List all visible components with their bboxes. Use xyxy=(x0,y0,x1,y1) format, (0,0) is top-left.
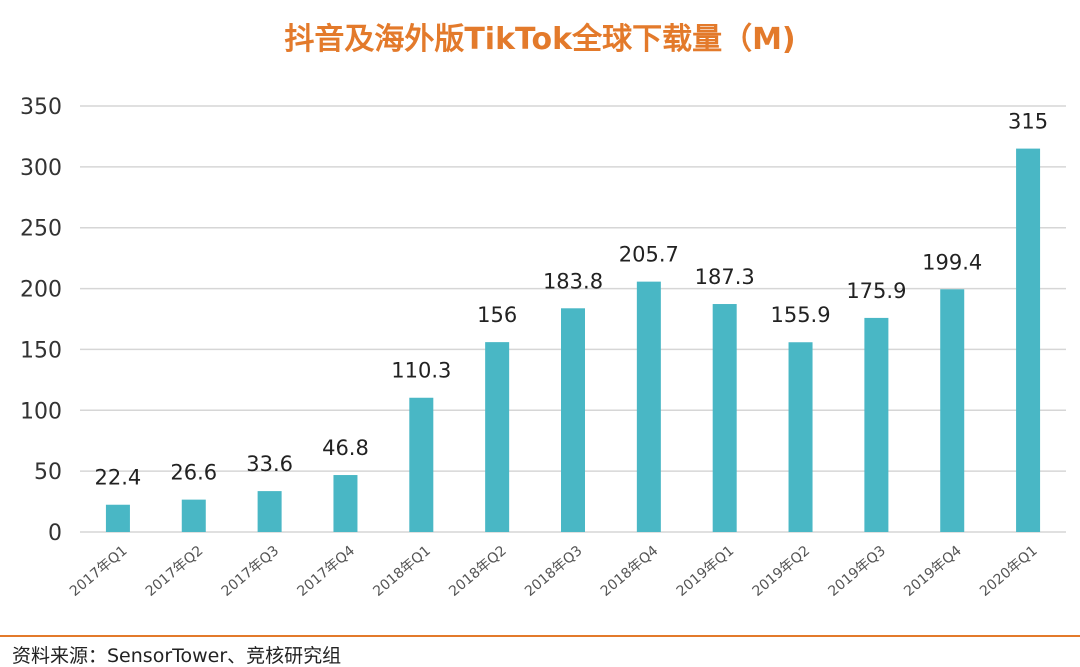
bar xyxy=(1016,148,1041,532)
y-tick-label: 300 xyxy=(20,156,62,181)
bar xyxy=(864,317,889,532)
data-label: 315 xyxy=(1008,110,1048,134)
data-label: 205.7 xyxy=(619,243,679,267)
x-tick-label: 2019年Q2 xyxy=(750,543,814,600)
bar xyxy=(105,504,130,532)
y-tick-label: 0 xyxy=(48,521,62,546)
bar xyxy=(333,475,358,532)
y-tick-label: 350 xyxy=(20,95,62,120)
y-tick-label: 150 xyxy=(20,338,62,363)
x-tick-label: 2018年Q3 xyxy=(522,543,586,600)
bar xyxy=(712,304,737,532)
y-axis-ticks: 0 50 100 150 200 250 300 350 xyxy=(20,95,62,546)
y-tick-label: 250 xyxy=(20,217,62,242)
data-label: 33.6 xyxy=(246,452,293,476)
bar xyxy=(636,281,661,532)
data-label: 187.3 xyxy=(695,265,755,289)
data-label: 155.9 xyxy=(770,303,830,327)
y-tick-label: 50 xyxy=(34,460,62,485)
bar xyxy=(181,499,206,532)
data-label: 110.3 xyxy=(391,359,451,383)
x-tick-label: 2019年Q1 xyxy=(674,543,738,600)
chart-title: 抖音及海外版TikTok全球下载量（M) xyxy=(284,22,795,57)
source-note: 资料来源：SensorTower、竞核研究组 xyxy=(12,645,341,667)
data-label: 175.9 xyxy=(846,279,906,303)
x-axis-ticks: 2017年Q1 2017年Q2 2017年Q3 2017年Q4 2018年Q1 2018年… xyxy=(67,543,1041,600)
data-label: 46.8 xyxy=(322,436,369,460)
x-tick-label: 2018年Q4 xyxy=(598,543,662,600)
data-label: 26.6 xyxy=(170,461,217,485)
data-label: 199.4 xyxy=(922,250,982,274)
data-label: 183.8 xyxy=(543,269,603,293)
bars xyxy=(105,148,1041,532)
bar xyxy=(257,491,282,532)
x-tick-label: 2018年Q2 xyxy=(446,543,510,600)
x-tick-label: 2018年Q1 xyxy=(370,543,434,600)
data-label: 22.4 xyxy=(95,466,142,490)
data-labels: 22.4 26.6 33.6 46.8 110.3 156 183.8 205.7 187.3 1… xyxy=(95,110,1049,490)
y-tick-label: 100 xyxy=(20,399,62,424)
data-label: 156 xyxy=(477,303,517,327)
bar xyxy=(561,308,585,532)
x-tick-label: 2017年Q4 xyxy=(294,543,358,600)
x-tick-label: 2017年Q3 xyxy=(219,543,283,600)
bar xyxy=(940,289,965,532)
x-tick-label: 2017年Q1 xyxy=(67,543,131,600)
bar xyxy=(485,342,510,532)
bar xyxy=(409,397,434,532)
x-tick-label: 2019年Q4 xyxy=(901,543,965,600)
y-tick-label: 200 xyxy=(20,278,62,303)
x-tick-label: 2017年Q2 xyxy=(143,543,207,600)
x-tick-label: 2020年Q1 xyxy=(977,543,1041,600)
x-tick-label: 2019年Q3 xyxy=(825,543,889,600)
bar xyxy=(788,342,813,532)
